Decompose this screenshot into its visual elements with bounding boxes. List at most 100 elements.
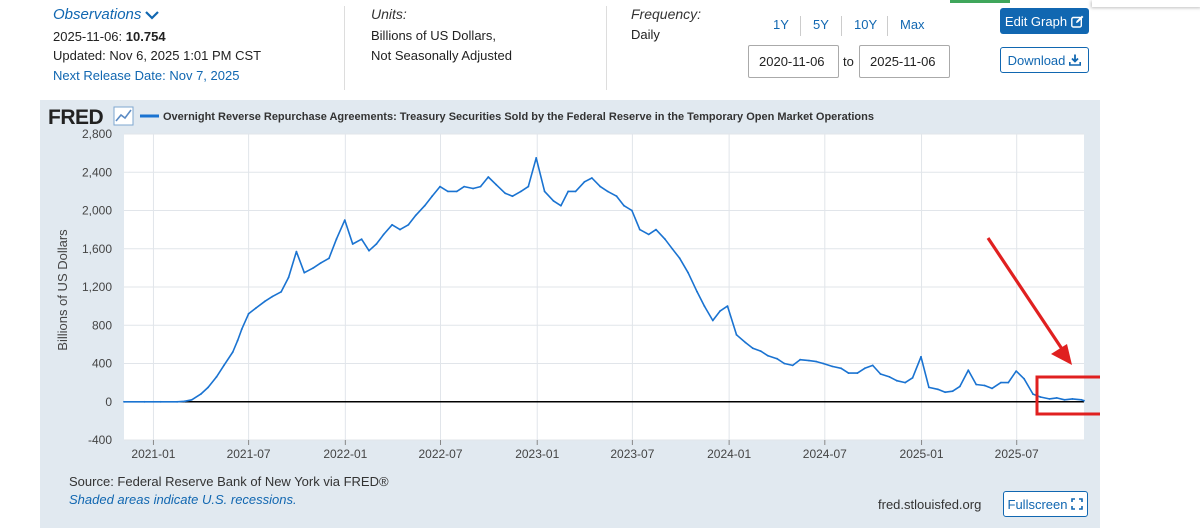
series-point [407,223,410,226]
latest-observation: 2025-11-06: 10.754 [53,29,166,44]
y-tick-label: 0 [105,395,112,409]
series-point [631,209,633,212]
expand-icon [1071,498,1084,510]
y-tick-label: 400 [92,357,112,371]
series-point [495,183,498,186]
series-point [399,228,401,231]
range-5y-button[interactable]: 5Y [813,17,829,32]
series-point [735,333,738,336]
red-highlight-box [1035,375,1100,416]
download-label: Download [1007,52,1066,68]
gridlines [124,133,1084,445]
y-tick-label: 2,000 [82,204,112,218]
series-point [1000,381,1002,384]
x-tick-label: 2024-01 [707,447,751,461]
series-point [236,339,239,342]
range-10y-button[interactable]: 10Y [854,17,878,32]
series-point [856,372,859,374]
series-point [696,290,698,293]
series-point [560,204,562,207]
range-separator [887,16,888,36]
series-point [447,190,449,193]
series-point [871,364,874,367]
date-range-to-label: to [843,54,854,69]
y-tick-label: -400 [88,433,112,447]
header-divider [344,6,345,90]
series-point [123,400,125,403]
series-point [847,372,850,374]
series-point [583,180,586,183]
series-point [431,195,433,198]
fred-logo-text: FRED [48,106,104,129]
fullscreen-label: Fullscreen [1007,496,1068,512]
series-point [535,157,538,159]
series-point [983,384,986,387]
series-point [687,271,689,274]
range-separator [800,16,801,36]
series-point [863,367,866,370]
download-button[interactable]: Download [1000,47,1089,73]
series-point [671,247,674,250]
series-point [1007,381,1010,384]
series-point [808,359,810,362]
source-credit: Source: Federal Reserve Bank of New York… [69,474,389,489]
series-point [655,228,657,231]
series-point [904,381,907,384]
series-point [543,190,546,193]
range-1y-button[interactable]: 1Y [773,17,789,32]
fullscreen-button[interactable]: Fullscreen [1003,491,1088,517]
series-point [414,214,417,217]
header-divider [606,6,607,90]
series-point [711,319,714,322]
series-point [552,200,555,202]
y-axis-label: Billions of US Dollars [55,229,70,351]
series-point [463,185,466,188]
series-point [504,192,507,195]
series-point [391,223,393,226]
series-point [223,364,225,367]
y-tick-label: 1,200 [82,280,112,294]
series-point [920,355,922,358]
end-date-input[interactable]: 2025-11-06 [859,45,950,78]
units-label: Units: [371,6,407,22]
series-point [176,400,179,403]
observations-toggle[interactable]: Observations [53,6,160,23]
series-point [879,373,882,375]
series-point [487,176,490,178]
series-point [623,204,625,207]
next-release-link[interactable]: Next Release Date: Nov 7, 2025 [53,68,240,83]
series-point [351,243,354,245]
series-point [751,347,754,350]
series-point [360,238,363,241]
start-date-input[interactable]: 2020-11-06 [748,45,839,78]
y-tick-label: 800 [92,318,112,332]
series-point [951,390,954,393]
series-point [783,362,786,365]
edit-graph-button[interactable]: Edit Graph [1000,8,1089,34]
series-point [240,328,243,330]
series-point [159,400,162,403]
series-point [312,267,315,269]
series-point [1055,397,1058,399]
site-url: fred.stlouisfed.org [878,497,982,512]
x-axis-ticks: 2021-01 2021-07 2022-01 2022-07 2023-01 2023-… [131,447,1039,461]
red-annotation-arrow [986,237,1066,353]
updated-timestamp: Updated: Nov 6, 2025 1:01 PM CST [53,48,262,63]
series-point [271,295,274,298]
observation-date: 2025-11-06: [53,29,123,44]
series-point [375,243,378,245]
series-point [759,350,762,352]
series-point [527,185,530,188]
x-tick-label: 2021-07 [227,447,271,461]
series-point [606,190,609,193]
series-point [1063,398,1066,401]
series-point [599,185,602,188]
series-point [791,364,794,367]
series-point [822,362,825,365]
series-point [343,219,346,221]
series-point [247,312,250,315]
chart-panel: FRED Overnight Reverse Repurchase Agreem… [40,100,1100,528]
chart-title: Overnight Reverse Repurchase Agreements:… [163,111,874,123]
range-max-button[interactable]: Max [900,17,925,32]
series-point [815,360,818,363]
